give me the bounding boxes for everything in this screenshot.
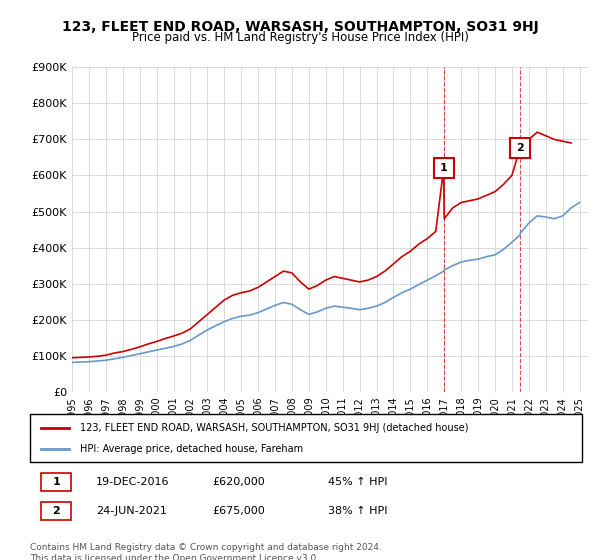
Text: 45% ↑ HPI: 45% ↑ HPI xyxy=(328,477,388,487)
FancyBboxPatch shape xyxy=(30,414,582,462)
Text: 123, FLEET END ROAD, WARSASH, SOUTHAMPTON, SO31 9HJ (detached house): 123, FLEET END ROAD, WARSASH, SOUTHAMPTO… xyxy=(80,423,468,433)
Text: 2: 2 xyxy=(516,143,524,153)
Text: 24-JUN-2021: 24-JUN-2021 xyxy=(96,506,167,516)
Text: HPI: Average price, detached house, Fareham: HPI: Average price, detached house, Fare… xyxy=(80,444,303,454)
Text: Contains HM Land Registry data © Crown copyright and database right 2024.
This d: Contains HM Land Registry data © Crown c… xyxy=(30,543,382,560)
Text: 1: 1 xyxy=(440,164,448,173)
Text: Price paid vs. HM Land Registry's House Price Index (HPI): Price paid vs. HM Land Registry's House … xyxy=(131,31,469,44)
Text: 19-DEC-2016: 19-DEC-2016 xyxy=(96,477,170,487)
Text: 1: 1 xyxy=(52,477,60,487)
Text: 123, FLEET END ROAD, WARSASH, SOUTHAMPTON, SO31 9HJ: 123, FLEET END ROAD, WARSASH, SOUTHAMPTO… xyxy=(62,20,538,34)
FancyBboxPatch shape xyxy=(41,502,71,520)
Text: 2: 2 xyxy=(52,506,60,516)
Text: 38% ↑ HPI: 38% ↑ HPI xyxy=(328,506,388,516)
Text: £675,000: £675,000 xyxy=(212,506,265,516)
Text: £620,000: £620,000 xyxy=(212,477,265,487)
FancyBboxPatch shape xyxy=(41,473,71,491)
